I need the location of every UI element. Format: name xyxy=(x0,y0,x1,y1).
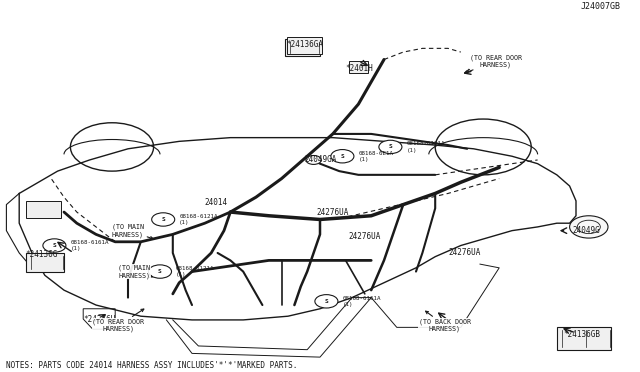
Bar xyxy=(349,61,368,73)
Text: (TO REAR DOOR
HARNESS): (TO REAR DOOR HARNESS) xyxy=(92,309,145,333)
Text: (TO BACK DOOR
HARNESS): (TO BACK DOOR HARNESS) xyxy=(419,311,471,333)
Text: S: S xyxy=(52,243,56,248)
Text: 24276UA: 24276UA xyxy=(349,232,381,241)
Text: 24276UA: 24276UA xyxy=(317,208,349,217)
Text: 24049G: 24049G xyxy=(573,226,600,235)
Text: *2401H: *2401H xyxy=(346,64,373,73)
Text: 24049GA: 24049GA xyxy=(304,155,337,164)
Text: (TO REAR DOOR
HARNESS): (TO REAR DOOR HARNESS) xyxy=(465,54,522,73)
Text: 08168-6E1A
(1): 08168-6E1A (1) xyxy=(358,151,394,162)
Text: 08168-6161A
(1): 08168-6161A (1) xyxy=(70,240,109,251)
Text: S: S xyxy=(388,144,392,150)
Circle shape xyxy=(306,155,321,164)
Text: 08168-6121A
(1): 08168-6121A (1) xyxy=(176,266,214,277)
Text: (TO MAIN
HARNESS): (TO MAIN HARNESS) xyxy=(118,264,152,279)
Text: S: S xyxy=(161,217,165,222)
Circle shape xyxy=(148,265,172,278)
Text: (TO MAIN
HARNESS): (TO MAIN HARNESS) xyxy=(112,224,153,239)
Text: S: S xyxy=(340,154,344,159)
Text: *24136G: *24136G xyxy=(26,250,58,259)
Bar xyxy=(26,201,61,218)
Bar xyxy=(26,253,64,272)
Text: 24014: 24014 xyxy=(204,198,227,207)
Circle shape xyxy=(331,150,354,163)
Text: S: S xyxy=(158,269,162,274)
Circle shape xyxy=(379,140,402,154)
Circle shape xyxy=(152,213,175,226)
Text: J24007GB: J24007GB xyxy=(581,2,621,11)
Text: 08168-6121A
(1): 08168-6121A (1) xyxy=(406,141,445,153)
Circle shape xyxy=(43,239,66,252)
Text: *24276U: *24276U xyxy=(83,315,116,324)
Bar xyxy=(557,327,611,350)
Text: *24136GA: *24136GA xyxy=(287,40,324,49)
Text: S: S xyxy=(324,299,328,304)
Circle shape xyxy=(315,295,338,308)
Text: *24136GB: *24136GB xyxy=(563,330,600,339)
Bar xyxy=(285,39,320,56)
Text: NOTES: PARTS CODE 24014 HARNESS ASSY INCLUDES'*'*'MARKED PARTS.: NOTES: PARTS CODE 24014 HARNESS ASSY INC… xyxy=(6,361,298,370)
Bar xyxy=(287,37,322,54)
Text: 08168-6121A
(1): 08168-6121A (1) xyxy=(179,214,218,225)
Text: 08168-6161A
(1): 08168-6161A (1) xyxy=(342,296,381,307)
Text: 24276UA: 24276UA xyxy=(448,248,481,257)
Circle shape xyxy=(570,216,608,238)
